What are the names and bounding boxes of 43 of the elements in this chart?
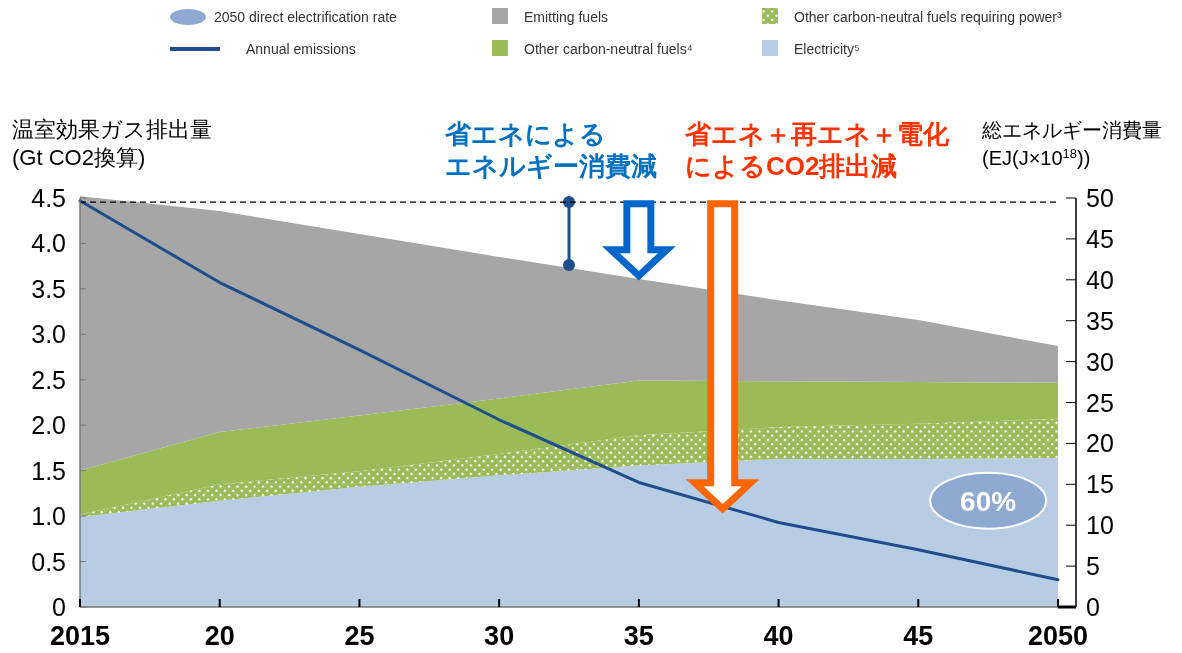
y2-tick-label: 25 — [1086, 388, 1114, 417]
y2-tick-label: 5 — [1086, 552, 1100, 581]
legend-label: Annual emissions — [246, 41, 356, 57]
x-tick-label: 25 — [344, 621, 375, 651]
text: エネルギー消費減 — [445, 151, 657, 181]
legend-label: Emitting fuels — [524, 9, 609, 25]
x-tick-label: 2015 — [49, 621, 111, 651]
x-tick-label: 45 — [903, 621, 934, 651]
y2-tick-label: 20 — [1086, 429, 1114, 458]
legend-label: Electricity⁵ — [794, 41, 860, 57]
x-tick-label: 20 — [204, 621, 235, 651]
y-tick-label: 3.0 — [31, 320, 66, 349]
y2-tick-label: 15 — [1086, 470, 1114, 499]
y-tick-label: 3.5 — [31, 274, 66, 303]
y2-tick-label: 45 — [1086, 224, 1114, 253]
annotation: 60% — [960, 485, 1017, 517]
y2-axis-title: 総エネルギー消費量 (EJ(J×10$^{18}$)) — [981, 119, 1162, 169]
x-tick-label: 35 — [623, 621, 654, 651]
y-tick-label: 4.5 — [31, 184, 66, 212]
text: 省エネによる — [444, 119, 606, 149]
legend-label: Other carbon-neutral fuels requiring power³ — [794, 9, 1063, 25]
y-tick-label: 0.5 — [31, 547, 66, 576]
x-tick-label: 2050 — [1027, 621, 1089, 651]
y-tick-label: 1.5 — [31, 456, 66, 485]
y-tick-label: 2.5 — [31, 365, 66, 394]
legend-label: Other carbon-neutral fuels⁴ — [524, 41, 693, 57]
text: 2050 direct electrification rate — [214, 9, 398, 25]
y2-tick-label: 40 — [1086, 265, 1114, 294]
y-tick-label: 2.0 — [31, 411, 66, 440]
y-tick-label: 1.0 — [31, 502, 66, 531]
y2-tick-label: 10 — [1086, 511, 1114, 540]
y-tick-label: 0 — [52, 593, 66, 621]
y2-tick-label: 0 — [1086, 593, 1100, 621]
text: によるCO2排出減 — [685, 151, 898, 181]
y2-tick-label: 50 — [1086, 184, 1114, 212]
text: 省エネ＋再エネ＋電化 — [684, 119, 950, 149]
x-tick-label: 30 — [484, 621, 515, 651]
y2-tick-label: 30 — [1086, 347, 1114, 376]
y-axis-title: 温室効果ガス排出量 (Gt CO2換算) — [12, 117, 212, 170]
y-tick-label: 4.0 — [31, 229, 66, 258]
x-tick-label: 40 — [763, 621, 794, 651]
line-series — [78, 199, 1060, 582]
y2-tick-label: 35 — [1086, 306, 1114, 335]
